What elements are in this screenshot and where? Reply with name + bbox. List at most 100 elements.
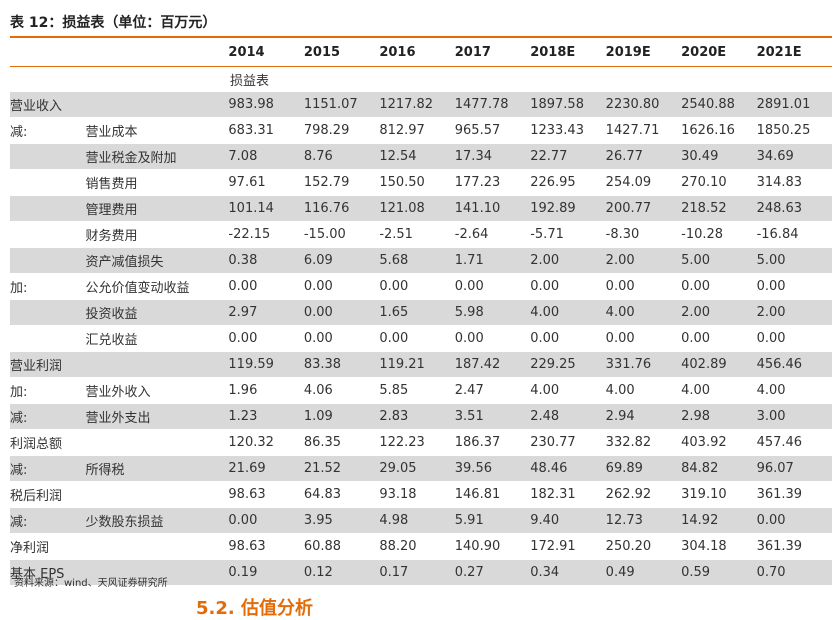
row-value: 0.00: [530, 331, 560, 346]
row-value: 146.81: [454, 487, 501, 502]
row-value: 64.83: [303, 487, 342, 502]
row-value: 6.09: [303, 253, 333, 268]
row-value: 48.46: [530, 461, 568, 476]
header-year: 2019E: [605, 44, 651, 60]
row-value: 250.20: [605, 539, 652, 554]
header-year: 2020E: [681, 44, 727, 60]
row-value: 2.83: [379, 409, 409, 424]
row-value: 22.77: [530, 149, 568, 164]
row-value: 1477.78: [454, 97, 509, 112]
row-value: 2891.01: [756, 97, 811, 112]
row-value: 93.18: [379, 487, 417, 502]
row-item: 公允价值变动收益: [85, 281, 190, 296]
row-value: 26.77: [605, 149, 643, 164]
row-value: 17.34: [454, 149, 492, 164]
table-row: 减: 少数股东损益 0.00 3.95 4.98 5.91 9.40 12.73 14.92 0.…: [10, 508, 832, 534]
row-value: 69.89: [605, 461, 643, 476]
row-category: 减:: [10, 463, 28, 478]
row-item: 汇兑收益: [85, 333, 138, 348]
row-value: 1.65: [379, 305, 409, 320]
row-value: 0.00: [756, 513, 786, 528]
row-value: 3.95: [303, 513, 333, 528]
row-value: 182.31: [530, 487, 576, 502]
row-item: 资产减值损失: [85, 255, 164, 270]
row-value: 0.00: [228, 513, 258, 528]
row-value: 0.00: [756, 279, 786, 294]
table-row: 减: 所得税 21.69 21.52 29.05 39.56 48.46 69.89 84.82…: [10, 456, 832, 482]
row-value: 0.00: [303, 279, 333, 294]
row-item: 营业外支出: [85, 411, 151, 426]
row-category: 营业收入: [10, 99, 63, 114]
row-value: 0.00: [681, 331, 711, 346]
row-value: 0.59: [681, 565, 711, 580]
row-value: 0.00: [454, 331, 484, 346]
row-value: 7.08: [228, 149, 258, 164]
row-value: 319.10: [681, 487, 727, 502]
row-value: -5.71: [530, 227, 564, 242]
row-value: 9.40: [530, 513, 560, 528]
row-value: 812.97: [379, 123, 425, 138]
row-value: 152.79: [303, 175, 350, 190]
row-value: 262.92: [605, 487, 652, 502]
row-value: 177.23: [454, 175, 501, 190]
row-value: 186.37: [454, 435, 501, 450]
row-value: 0.27: [454, 565, 484, 580]
row-value: 2230.80: [605, 97, 660, 112]
table-row: 管理费用 101.14 116.76 121.08 141.10 192.89 200.77…: [10, 196, 832, 222]
row-value: 140.90: [454, 539, 501, 554]
row-category: 减:: [10, 411, 28, 426]
row-value: 798.29: [303, 123, 350, 138]
row-value: 1217.82: [379, 97, 434, 112]
row-value: 34.69: [756, 149, 794, 164]
row-value: 0.00: [303, 331, 333, 346]
row-value: 403.92: [681, 435, 727, 450]
row-value: 119.21: [379, 357, 425, 372]
header-year: 2015: [303, 44, 341, 60]
header-year: 2014: [228, 44, 265, 60]
row-value: 4.00: [530, 305, 560, 320]
header-year: 2017: [454, 44, 491, 60]
row-value: 2.00: [756, 305, 786, 320]
row-value: 270.10: [681, 175, 727, 190]
source-note: 资料来源：wind、天风证券研究所: [14, 578, 168, 589]
row-value: 0.00: [303, 305, 333, 320]
subheader-label: 损益表: [230, 74, 270, 89]
table-row: 投资收益 2.97 0.00 1.65 5.98 4.00 4.00 2.00 2.00: [10, 300, 832, 326]
row-item: 营业税金及附加: [85, 151, 177, 166]
row-value: 0.19: [228, 565, 258, 580]
row-value: 98.63: [228, 487, 266, 502]
row-value: 2.94: [605, 409, 635, 424]
table-row: 销售费用 97.61 152.79 150.50 177.23 226.95 254.09 2…: [10, 170, 832, 196]
income-statement-table: 2014 2015 2016 2017 2018E 2019E 2020E 20…: [10, 36, 832, 586]
row-item: 所得税: [85, 463, 125, 478]
row-value: 2540.88: [681, 97, 735, 112]
row-value: 101.14: [228, 201, 274, 216]
row-value: -16.84: [756, 227, 799, 242]
row-category: 利润总额: [10, 437, 63, 452]
row-value: -8.30: [605, 227, 640, 242]
row-value: 1897.58: [530, 97, 584, 112]
row-value: 119.59: [228, 357, 274, 372]
row-value: 2.00: [605, 253, 635, 268]
row-value: 230.77: [530, 435, 576, 450]
row-value: 0.17: [379, 565, 409, 580]
table-row: 基本 EPS 0.19 0.12 0.17 0.27 0.34 0.49 0.59 0.70: [10, 560, 832, 586]
row-value: 96.07: [756, 461, 794, 476]
row-value: 4.00: [681, 383, 711, 398]
row-value: 12.73: [605, 513, 643, 528]
row-value: 97.61: [228, 175, 266, 190]
table-row: 减: 营业成本 683.31 798.29 812.97 965.57 1233.43 142…: [10, 118, 832, 144]
row-value: 0.00: [530, 279, 560, 294]
row-value: 1626.16: [681, 123, 735, 138]
row-value: 172.91: [530, 539, 576, 554]
table-row: 汇兑收益 0.00 0.00 0.00 0.00 0.00 0.00 0.00 0.00: [10, 326, 832, 352]
row-value: 150.50: [379, 175, 425, 190]
row-value: -2.64: [454, 227, 489, 242]
header-year: 2018E: [530, 44, 576, 60]
row-value: 0.00: [681, 279, 711, 294]
row-value: 1.23: [228, 409, 258, 424]
row-value: 457.46: [756, 435, 803, 450]
row-value: 98.63: [228, 539, 266, 554]
table-row: 利润总额 120.32 86.35 122.23 186.37 230.77 332.82 4…: [10, 430, 832, 456]
table-body: 营业收入 983.98 1151.07 1217.82 1477.78 1897.58 22…: [10, 92, 832, 586]
